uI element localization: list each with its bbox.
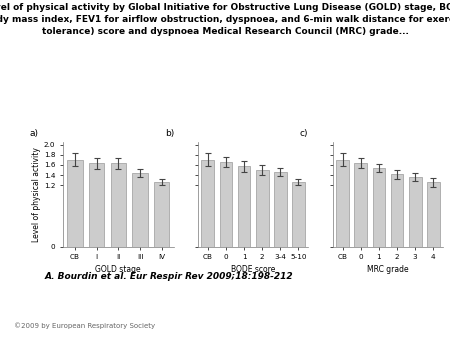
X-axis label: GOLD stage: GOLD stage: [95, 265, 141, 273]
X-axis label: MRC grade: MRC grade: [367, 265, 409, 273]
Text: b): b): [165, 129, 174, 138]
Text: a): a): [30, 129, 39, 138]
Bar: [256, 170, 269, 247]
Bar: [391, 174, 403, 247]
Text: A. Bourdin et al. Eur Respir Rev 2009;18:198-212: A. Bourdin et al. Eur Respir Rev 2009;18…: [45, 272, 293, 281]
Bar: [202, 160, 214, 247]
Bar: [154, 182, 169, 247]
Text: ©2009 by European Respiratory Society: ©2009 by European Respiratory Society: [14, 323, 155, 330]
Bar: [68, 160, 82, 247]
Bar: [409, 177, 422, 247]
Y-axis label: Level of physical activity: Level of physical activity: [32, 147, 41, 242]
Bar: [336, 160, 349, 247]
Bar: [292, 182, 305, 247]
Text: c): c): [300, 129, 308, 138]
Bar: [373, 168, 385, 247]
Bar: [89, 164, 104, 247]
Bar: [220, 162, 232, 247]
Bar: [111, 164, 126, 247]
X-axis label: BODE score: BODE score: [231, 265, 275, 273]
Bar: [274, 172, 287, 247]
Bar: [427, 182, 440, 247]
Bar: [238, 167, 250, 247]
Bar: [132, 173, 148, 247]
Text: Level of physical activity by Global Initiative for Obstructive Lung Disease (GO: Level of physical activity by Global Ini…: [0, 3, 450, 36]
Bar: [355, 163, 367, 247]
